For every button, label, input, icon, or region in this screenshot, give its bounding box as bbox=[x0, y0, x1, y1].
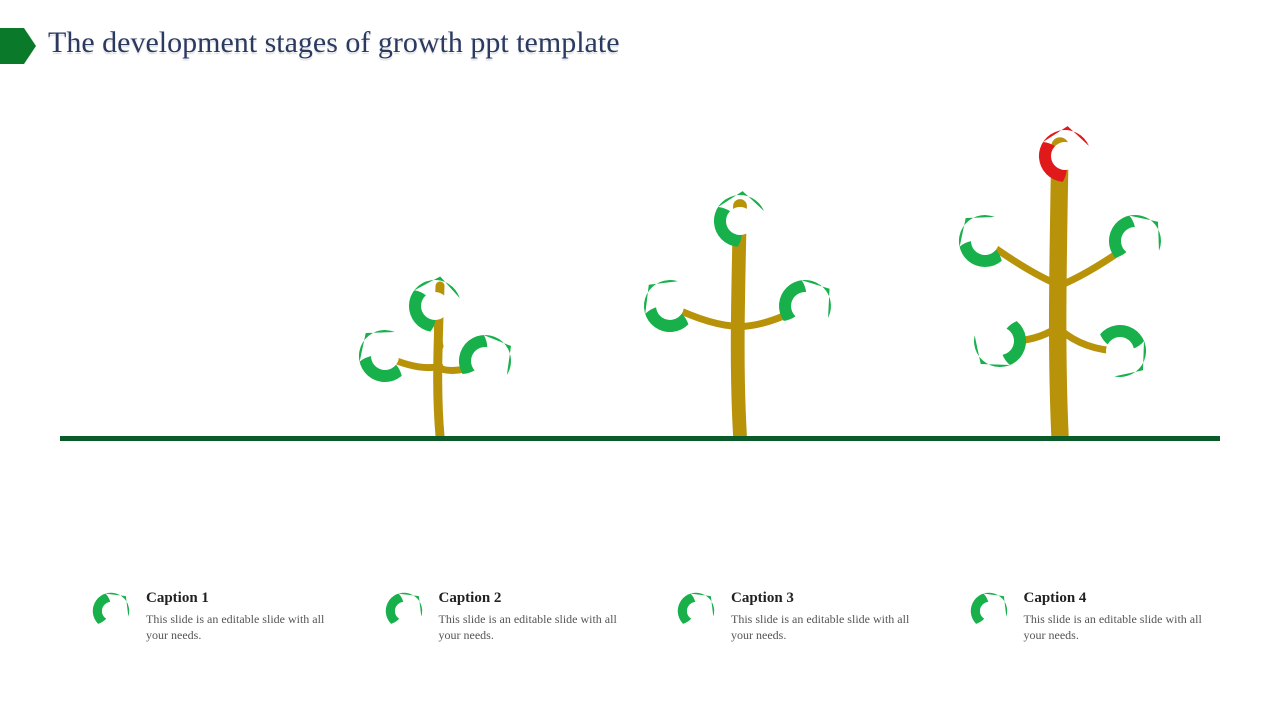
caption-title: Caption 2 bbox=[439, 590, 626, 607]
caption-body: This slide is an editable slide with all… bbox=[1024, 611, 1211, 643]
growth-diagram bbox=[60, 100, 1220, 440]
accent-ribbon bbox=[0, 28, 24, 64]
caption-title: Caption 3 bbox=[731, 590, 918, 607]
leaf-icon bbox=[675, 590, 717, 632]
caption-title: Caption 1 bbox=[146, 590, 333, 607]
captions-row: Caption 1 This slide is an editable slid… bbox=[90, 590, 1210, 643]
caption-body: This slide is an editable slide with all… bbox=[439, 611, 626, 643]
leaf-icon bbox=[968, 590, 1010, 632]
caption-body: This slide is an editable slide with all… bbox=[731, 611, 918, 643]
caption-3: Caption 3 This slide is an editable slid… bbox=[675, 590, 918, 643]
leaf-icon bbox=[90, 590, 132, 632]
page-title: The development stages of growth ppt tem… bbox=[48, 26, 620, 60]
caption-body: This slide is an editable slide with all… bbox=[146, 611, 333, 643]
ground-line bbox=[60, 436, 1220, 441]
caption-title: Caption 4 bbox=[1024, 590, 1211, 607]
caption-2: Caption 2 This slide is an editable slid… bbox=[383, 590, 626, 643]
growth-svg bbox=[60, 100, 1220, 440]
caption-4: Caption 4 This slide is an editable slid… bbox=[968, 590, 1211, 643]
leaf-icon bbox=[383, 590, 425, 632]
caption-1: Caption 1 This slide is an editable slid… bbox=[90, 590, 333, 643]
